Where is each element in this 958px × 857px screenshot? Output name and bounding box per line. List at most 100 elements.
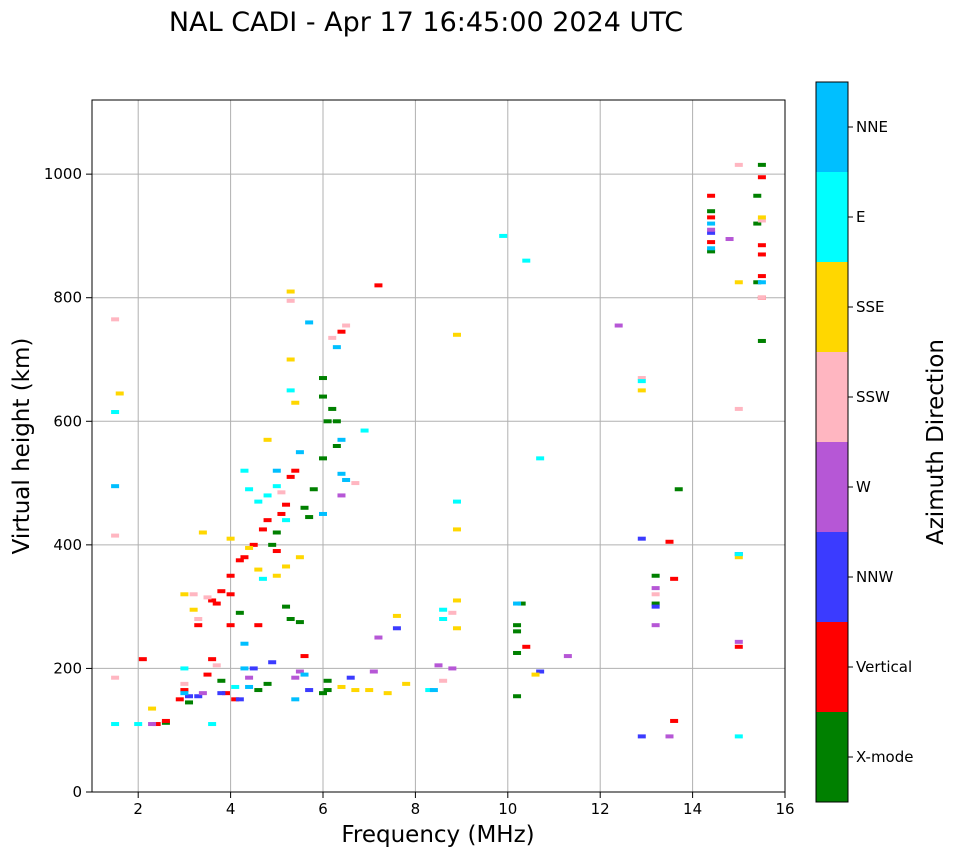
data-point [651,573,660,578]
colorbar-tick-label: W [856,478,871,496]
data-point [249,542,258,547]
data-point [522,644,531,649]
data-point [651,604,660,609]
data-point [319,394,327,399]
data-point [346,675,355,680]
data-point [517,601,526,606]
data-point [651,586,660,591]
colorbar-frame [815,81,849,803]
data-point [332,419,341,424]
colorbar-segment [816,442,848,532]
data-point [295,555,304,560]
data-point [295,450,304,455]
data-point [531,672,540,677]
colorbar-tick-label: SSE [856,298,885,316]
data-point [725,237,734,242]
data-point [272,484,281,489]
data-point [734,280,743,285]
data-point [342,323,351,328]
data-point [115,391,124,396]
series-w [148,227,743,739]
y-axis: 0 200 400 600 800 1000 [44,165,92,801]
data-point [319,691,327,696]
data-point [707,240,716,245]
series-nnw [185,230,743,739]
data-point [300,672,309,677]
data-point [148,722,157,727]
x-tick-label: 4 [226,800,236,818]
data-point [337,493,346,498]
data-point [272,468,281,473]
data-point [111,533,120,538]
data-point [665,734,674,739]
data-point [513,694,522,699]
data-point [291,400,300,405]
data-point [342,477,351,482]
data-point [707,215,716,220]
data-point [448,610,457,615]
y-tick-label: 600 [53,412,82,430]
data-point [152,722,161,727]
data-point [536,669,545,674]
data-point [402,681,411,686]
data-point [305,515,314,520]
data-point [374,283,383,288]
data-point [111,484,120,489]
data-point [452,499,461,504]
data-point [328,335,337,340]
data-point [198,530,207,535]
data-point [208,598,217,603]
data-point [235,610,244,615]
data-point [513,623,522,628]
y-tick-label: 800 [53,289,82,307]
data-point [235,697,244,702]
data-point [637,388,646,393]
data-point [337,684,346,689]
data-point [263,518,272,523]
data-point [328,406,337,411]
data-point [337,329,346,334]
data-point [337,471,346,476]
data-point [203,595,212,600]
series-x-mode [161,162,766,725]
data-point [439,678,448,683]
x-tick-label: 12 [591,800,610,818]
x-tick-label: 14 [683,800,702,818]
series-nne [111,221,766,702]
data-point [286,474,295,479]
data-point [245,487,254,492]
y-tick-label: 200 [53,659,82,677]
colorbar-segment [816,622,848,712]
data-point [665,539,674,544]
data-point [180,681,189,686]
data-point [757,175,766,180]
data-point [757,280,766,285]
data-point [351,688,360,693]
data-point [221,691,230,696]
data-point [522,258,531,263]
x-tick-label: 16 [775,800,794,818]
data-point [235,558,244,563]
data-point [226,623,235,628]
data-point [295,620,304,625]
data-point [753,221,762,226]
colorbar-tick-label: SSW [856,388,890,406]
data-point [263,493,272,498]
data-point [258,527,267,532]
data-point [134,722,143,727]
data-point [734,555,743,560]
data-point [332,345,341,350]
data-point [240,555,249,560]
x-axis-label: Frequency (MHz) [341,822,534,848]
data-point [734,162,743,167]
data-point [707,249,716,254]
data-point [707,209,716,214]
data-point [286,388,295,393]
data-point [757,338,766,343]
data-point [240,641,249,646]
data-point [263,437,272,442]
data-point [305,688,314,693]
data-point [305,320,314,325]
data-point [258,576,267,581]
data-point [637,734,646,739]
